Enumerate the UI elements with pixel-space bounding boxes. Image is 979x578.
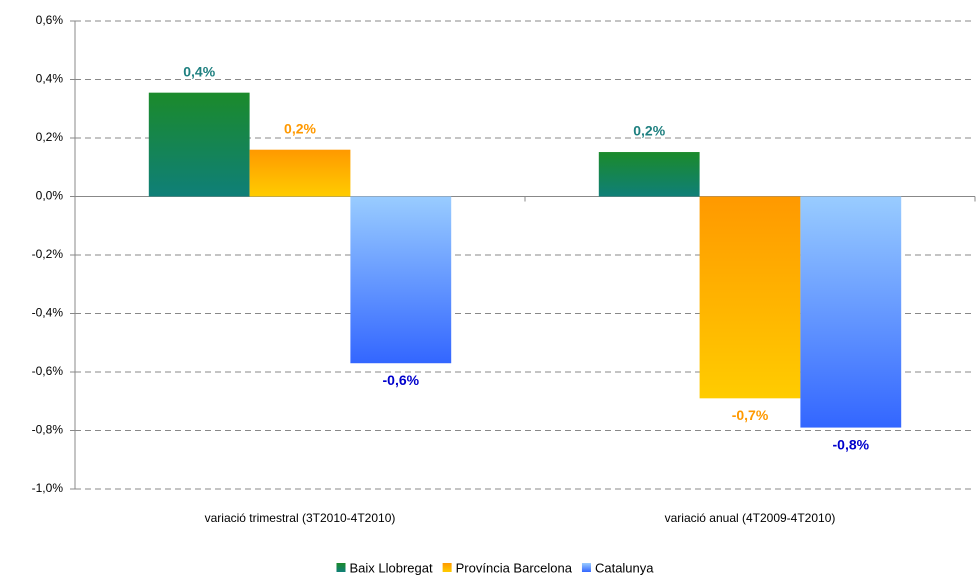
bar [148,92,250,197]
legend-label: Catalunya [595,560,654,575]
legend-swatch [581,563,591,572]
y-tick-label: 0,4% [36,72,64,86]
y-tick-label: 0,0% [36,189,64,203]
legend-label: Baix Llobregat [349,560,432,575]
bar [598,152,700,197]
y-tick-label: 0,6% [36,13,64,27]
bar [350,196,452,364]
y-tick-label: -0,4% [32,306,64,320]
y-tick-label: -0,2% [32,247,64,261]
value-label: 0,2% [633,123,665,139]
legend-swatch [442,563,452,572]
value-label: -0,7% [732,407,769,423]
x-tick-label: variació trimestral (3T2010-4T2010) [205,511,396,525]
value-label: 0,4% [183,63,215,79]
y-tick-label: -0,8% [32,423,64,437]
y-tick-label: -1,0% [32,481,64,495]
legend-swatch [336,563,346,572]
bar [249,149,351,197]
value-label: 0,2% [284,120,316,136]
value-label: -0,8% [833,436,870,452]
legend: Baix Llobregat Província Barcelona Catalun… [336,560,654,575]
x-tick-label: variació anual (4T2009-4T2010) [665,511,836,525]
legend-label: Província Barcelona [456,560,573,575]
value-label: -0,6% [383,372,420,388]
bar [800,196,902,428]
y-tick-label: -0,6% [32,364,64,378]
bar [699,196,801,399]
y-tick-label: 0,2% [36,130,64,144]
